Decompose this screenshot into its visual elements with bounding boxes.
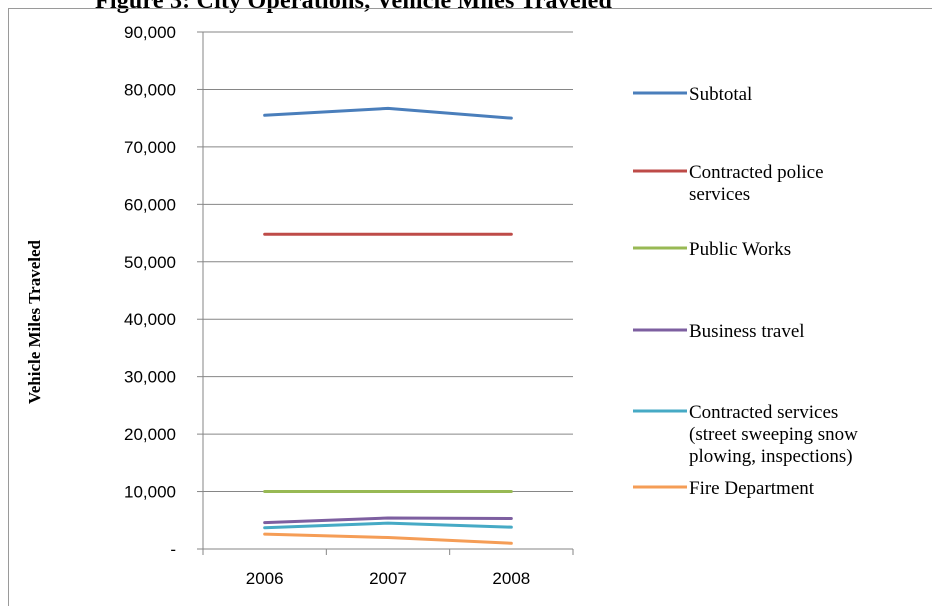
legend-item: Fire Department — [633, 478, 815, 499]
legend-label: Business travel — [689, 321, 805, 342]
y-tick-label: - — [170, 540, 176, 559]
legend-label: Public Works — [689, 239, 791, 260]
y-tick-label: 20,000 — [124, 425, 176, 444]
legend-item: Contracted services(street sweeping snow… — [633, 402, 858, 467]
y-tick-label: 30,000 — [124, 368, 176, 387]
gridlines — [203, 31, 573, 493]
series-line-contracted-services-street-sweeping-snow-plowing-inspections — [263, 521, 513, 530]
x-tick-label: 2008 — [492, 569, 530, 588]
chart-frame — [8, 8, 932, 606]
series-line-subtotal — [263, 106, 513, 120]
x-tick-label: 2007 — [369, 569, 407, 588]
y-tick-label: 90,000 — [124, 23, 176, 42]
axes — [197, 31, 574, 555]
series-line-business-travel — [263, 516, 513, 525]
legend-item: Public Works — [633, 239, 791, 260]
legend-label: Contracted services — [689, 402, 838, 423]
series-lines — [263, 106, 513, 545]
y-tick-label: 70,000 — [124, 138, 176, 157]
legend-item: Business travel — [633, 321, 805, 342]
legend-label: Subtotal — [689, 84, 752, 105]
legend-label: plowing, inspections) — [689, 446, 853, 467]
y-tick-label: 10,000 — [124, 483, 176, 502]
series-line-fire-department — [263, 532, 513, 545]
legend-label: (street sweeping snow — [689, 424, 858, 445]
legend-label: services — [689, 184, 750, 205]
x-tick-labels: 2006 2007 2008 — [246, 569, 530, 588]
figure-title: Figure 3: City Operations, Vehicle Miles… — [95, 0, 613, 14]
legend-label: Fire Department — [689, 478, 815, 499]
legend-item: Subtotal — [633, 84, 752, 105]
legend-label: Contracted police — [689, 162, 824, 183]
y-tick-label: 80,000 — [124, 80, 176, 99]
y-tick-label: 40,000 — [124, 310, 176, 329]
y-tick-label: 60,000 — [124, 195, 176, 214]
y-tick-labels: - 10,000 20,000 30,000 40,000 50,000 60,000 70,… — [124, 23, 176, 559]
y-tick-label: 50,000 — [124, 253, 176, 272]
x-tick-label: 2006 — [246, 569, 284, 588]
y-axis-title: Vehicle Miles Traveled — [25, 239, 44, 404]
